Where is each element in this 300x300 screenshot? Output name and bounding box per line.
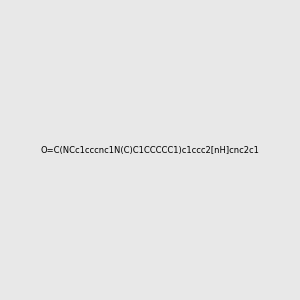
- Text: O=C(NCc1cccnc1N(C)C1CCCCC1)c1ccc2[nH]cnc2c1: O=C(NCc1cccnc1N(C)C1CCCCC1)c1ccc2[nH]cnc…: [40, 146, 260, 154]
